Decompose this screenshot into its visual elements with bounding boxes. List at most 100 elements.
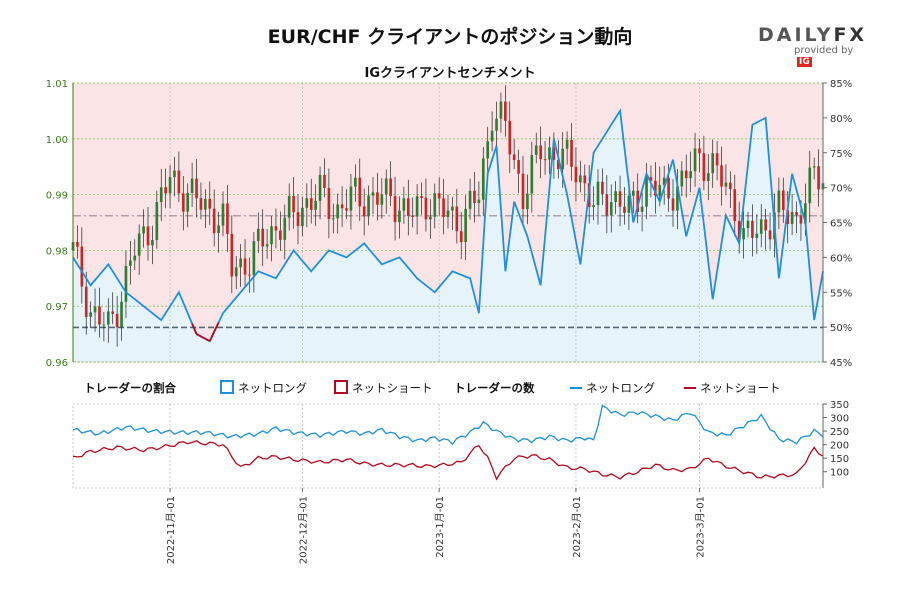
candle-body [799, 215, 803, 224]
legend-ratio-long: ネットロング [220, 380, 307, 396]
legend-long-line-icon [570, 387, 582, 389]
candle-body [195, 178, 198, 199]
candle-body [274, 226, 278, 231]
candle-body [89, 312, 92, 317]
candle-body [490, 130, 494, 142]
candle-body [283, 217, 287, 240]
candle-body [349, 186, 353, 211]
right-axis-tick: 85% [830, 79, 852, 90]
candle-body [552, 147, 556, 160]
candle-body [336, 204, 340, 219]
candle-body [208, 198, 212, 209]
candle-body [146, 226, 150, 246]
candle-body [640, 206, 644, 212]
candle-body [212, 208, 216, 234]
candle-body [265, 244, 269, 247]
candle-body [733, 189, 737, 222]
candle-body [521, 173, 525, 210]
candle-body [486, 141, 490, 159]
candle-body [389, 178, 392, 197]
short-sentiment-segment [200, 335, 206, 340]
candle-body [649, 177, 653, 181]
candle-body [199, 198, 203, 210]
chart-subtitle: IGクライアントセンチメント [364, 66, 536, 81]
long-count-line [72, 404, 824, 446]
candle-body [526, 193, 529, 210]
short-count-line [72, 439, 824, 481]
candle-body [362, 206, 366, 217]
legend-short-line-icon [684, 387, 696, 389]
candle-body [173, 170, 176, 178]
count-axis-tick: 250 [830, 427, 849, 438]
candle-body [424, 197, 428, 220]
candle-body [376, 192, 379, 205]
count-axis-tick: 350 [830, 400, 849, 411]
left-axis-tick: 1.01 [46, 79, 68, 90]
candle-body [168, 177, 172, 194]
candle-body [393, 196, 397, 223]
candle-body [473, 190, 476, 204]
candle-body [217, 225, 220, 234]
candle-body [548, 147, 551, 160]
candle-body [530, 154, 534, 194]
candle-body [133, 255, 137, 261]
count-axis-tick: 150 [830, 454, 849, 465]
candle-body [667, 177, 670, 199]
candle-body [781, 190, 785, 211]
chart-title: EUR/CHF クライアントのポジション動向 [267, 26, 633, 48]
candle-body [155, 202, 159, 241]
candle-body [605, 194, 609, 216]
legend-ratio-heading: トレーダーの割合 [84, 380, 176, 396]
candle-body [358, 177, 362, 207]
candle-body [340, 204, 344, 209]
candle-body [746, 220, 750, 229]
candle-body [186, 192, 190, 212]
candle-body [671, 198, 675, 211]
legend-ratio-short-label: ネットショート [352, 381, 433, 395]
brand-word-fx: FX [833, 24, 868, 46]
candle-body [93, 306, 97, 313]
right-axis-tick: 45% [830, 358, 852, 369]
candle-body [380, 194, 384, 205]
candle-body [795, 212, 798, 216]
candle-body [292, 196, 295, 213]
right-axis-tick: 55% [830, 288, 852, 299]
legend-count-heading: トレーダーの数 [454, 380, 535, 396]
candle-body [159, 187, 163, 203]
candle-body [248, 274, 251, 276]
candle-body [151, 240, 154, 246]
candle-body [561, 148, 565, 170]
candle-body [252, 241, 256, 276]
candle-body [420, 196, 423, 198]
candle-body [279, 230, 282, 240]
candle-body [755, 233, 759, 238]
candle-body [124, 265, 128, 302]
x-axis-tick: 2022-11月-01 [165, 496, 177, 564]
candle-body [270, 226, 273, 245]
candle-body [702, 153, 706, 182]
candle-body [601, 181, 604, 195]
candle-body [411, 215, 415, 217]
candle-body [459, 231, 463, 243]
candle-body [684, 170, 688, 179]
candle-body [367, 195, 370, 217]
short-sentiment-segment [208, 331, 215, 342]
legend-ratio-short: ネットショート [334, 380, 433, 396]
ig-badge: IG [797, 57, 812, 67]
candle-body [331, 218, 335, 220]
candle-body [437, 193, 441, 199]
candle-body [164, 187, 167, 194]
legend-ratio-heading-text: トレーダーの割合 [84, 381, 176, 395]
candle-body [517, 160, 520, 174]
candle-body [817, 166, 820, 190]
candle-body [790, 212, 794, 224]
candle-body [129, 260, 132, 266]
candle-body [106, 311, 110, 325]
brand-provided-text: provided by [794, 45, 854, 56]
candle-body [618, 191, 622, 207]
legend-count-long: ネットロング [570, 380, 655, 396]
candle-body [142, 226, 145, 234]
candle-body [402, 198, 406, 211]
candle-body [596, 181, 600, 206]
short-sentiment-segment [213, 322, 220, 333]
